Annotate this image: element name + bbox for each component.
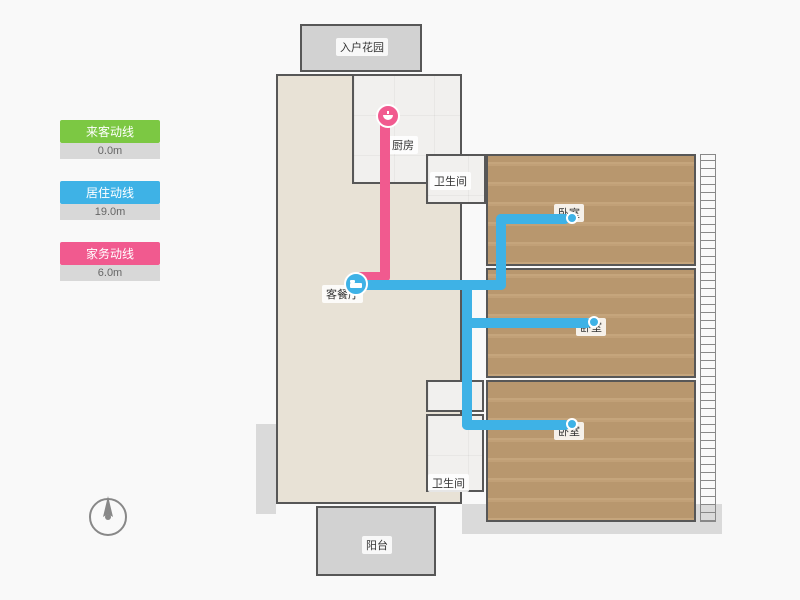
flow-endpoint-dot [566,212,578,224]
legend-label-chore: 家务动线 [60,242,160,265]
room-label-bath2: 卫生间 [428,474,469,492]
legend-item-living: 居住动线 19.0m [60,181,160,220]
room-label-balcony: 阳台 [362,536,392,554]
flow-origin-living-icon [344,272,368,296]
compass-icon [85,494,131,540]
flow-endpoint-dot [566,418,578,430]
flow-line-chore [380,116,390,282]
legend-value-guest: 0.0m [60,143,160,159]
legend-value-living: 19.0m [60,204,160,220]
floorplan-shadow [256,424,276,514]
flow-line-living [496,214,506,290]
legend-value-chore: 6.0m [60,265,160,281]
legend-label-guest: 来客动线 [60,120,160,143]
flow-line-living [356,280,506,290]
legend-item-guest: 来客动线 0.0m [60,120,160,159]
room-label-bath1: 卫生间 [430,172,471,190]
legend-label-living: 居住动线 [60,181,160,204]
flow-line-living [462,318,592,328]
balcony-rail [700,154,716,522]
legend-panel: 来客动线 0.0m 居住动线 19.0m 家务动线 6.0m [60,120,160,303]
flow-line-living [462,280,472,430]
room-bedroom3 [486,380,696,522]
flow-origin-chore-icon [376,104,400,128]
flow-endpoint-dot [588,316,600,328]
room-corridor-tile [426,380,484,412]
room-label-kitchen: 厨房 [388,136,418,154]
flow-line-living [462,420,570,430]
floorplan: 客餐厅入户花园厨房卫生间卧室卧室卧室卫生间阳台 [276,4,746,596]
room-label-entry-garden: 入户花园 [336,38,388,56]
room-bedroom1 [486,154,696,266]
flow-line-living [496,214,570,224]
legend-item-chore: 家务动线 6.0m [60,242,160,281]
